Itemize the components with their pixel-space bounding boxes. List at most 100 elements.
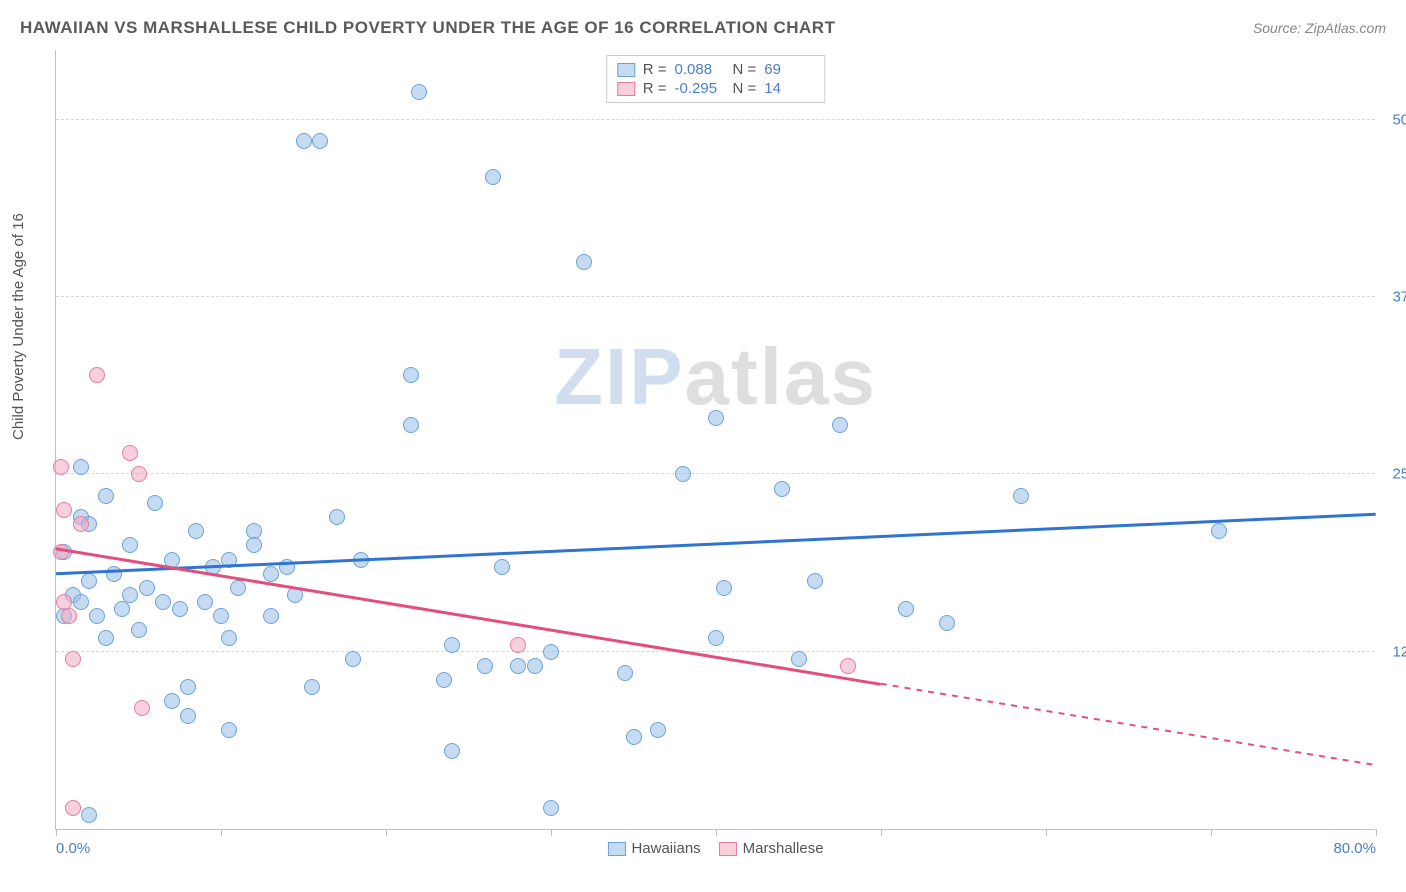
- y-tick-label: 37.5%: [1392, 289, 1406, 306]
- scatter-point: [180, 679, 196, 695]
- watermark-atlas: atlas: [685, 332, 877, 421]
- scatter-point: [147, 495, 163, 511]
- x-tick: [881, 829, 882, 836]
- scatter-point: [329, 509, 345, 525]
- x-tick-label: 80.0%: [1333, 840, 1376, 857]
- scatter-point: [180, 708, 196, 724]
- scatter-point: [807, 573, 823, 589]
- gridline-h: [56, 473, 1375, 474]
- scatter-point: [197, 594, 213, 610]
- scatter-point: [543, 800, 559, 816]
- scatter-point: [188, 523, 204, 539]
- scatter-point: [65, 651, 81, 667]
- scatter-point: [56, 502, 72, 518]
- stats-row: R =0.088N =69: [617, 60, 815, 79]
- scatter-point: [510, 637, 526, 653]
- scatter-point: [61, 608, 77, 624]
- y-tick-label: 50.0%: [1392, 111, 1406, 128]
- scatter-point: [131, 622, 147, 638]
- scatter-point: [436, 672, 452, 688]
- chart-title: HAWAIIAN VS MARSHALLESE CHILD POVERTY UN…: [20, 18, 835, 38]
- scatter-point: [114, 601, 130, 617]
- stat-n-value: 69: [764, 61, 814, 78]
- scatter-point: [345, 651, 361, 667]
- x-tick-label: 0.0%: [56, 840, 90, 857]
- scatter-point: [172, 601, 188, 617]
- scatter-plot-area: ZIPatlas R =0.088N =69R =-0.295N =14 Haw…: [55, 50, 1375, 830]
- bottom-legend: Hawaiians Marshallese: [607, 840, 823, 857]
- y-axis-label: Child Poverty Under the Age of 16: [10, 213, 27, 440]
- scatter-point: [246, 537, 262, 553]
- scatter-point: [106, 566, 122, 582]
- source-label: Source: ZipAtlas.com: [1253, 20, 1386, 36]
- scatter-point: [485, 169, 501, 185]
- legend-swatch: [719, 842, 737, 856]
- legend-item: Hawaiians: [607, 840, 700, 857]
- stat-n-label: N =: [733, 61, 757, 78]
- scatter-point: [510, 658, 526, 674]
- scatter-point: [312, 133, 328, 149]
- scatter-point: [675, 466, 691, 482]
- x-tick: [1211, 829, 1212, 836]
- y-tick-label: 12.5%: [1392, 643, 1406, 660]
- gridline-h: [56, 651, 1375, 652]
- scatter-point: [81, 573, 97, 589]
- watermark-zip: ZIP: [554, 332, 684, 421]
- trend-line: [881, 683, 1376, 766]
- scatter-point: [65, 800, 81, 816]
- scatter-point: [939, 615, 955, 631]
- y-tick-label: 25.0%: [1392, 466, 1406, 483]
- scatter-point: [263, 566, 279, 582]
- x-tick: [716, 829, 717, 836]
- scatter-point: [122, 537, 138, 553]
- stat-n-value: 14: [764, 80, 814, 97]
- scatter-point: [296, 133, 312, 149]
- scatter-point: [403, 367, 419, 383]
- scatter-point: [164, 693, 180, 709]
- scatter-point: [139, 580, 155, 596]
- scatter-point: [98, 630, 114, 646]
- scatter-point: [403, 417, 419, 433]
- scatter-point: [53, 459, 69, 475]
- scatter-point: [494, 559, 510, 575]
- x-tick: [1376, 829, 1377, 836]
- x-tick: [551, 829, 552, 836]
- scatter-point: [73, 594, 89, 610]
- stat-n-label: N =: [733, 80, 757, 97]
- scatter-point: [650, 722, 666, 738]
- legend-label: Marshallese: [743, 840, 824, 857]
- scatter-point: [527, 658, 543, 674]
- scatter-point: [221, 722, 237, 738]
- legend-swatch: [617, 82, 635, 96]
- legend-swatch: [617, 63, 635, 77]
- scatter-point: [221, 630, 237, 646]
- stat-r-value: 0.088: [675, 61, 725, 78]
- scatter-point: [213, 608, 229, 624]
- scatter-point: [708, 410, 724, 426]
- scatter-point: [122, 587, 138, 603]
- scatter-point: [411, 84, 427, 100]
- scatter-point: [73, 459, 89, 475]
- x-tick: [221, 829, 222, 836]
- scatter-point: [444, 743, 460, 759]
- legend-label: Hawaiians: [631, 840, 700, 857]
- scatter-point: [840, 658, 856, 674]
- scatter-point: [73, 516, 89, 532]
- stat-r-value: -0.295: [675, 80, 725, 97]
- scatter-point: [134, 700, 150, 716]
- x-tick: [56, 829, 57, 836]
- scatter-point: [576, 254, 592, 270]
- scatter-point: [263, 608, 279, 624]
- scatter-point: [832, 417, 848, 433]
- gridline-h: [56, 119, 1375, 120]
- scatter-point: [444, 637, 460, 653]
- x-tick: [1046, 829, 1047, 836]
- scatter-point: [1013, 488, 1029, 504]
- scatter-point: [81, 807, 97, 823]
- stats-legend-box: R =0.088N =69R =-0.295N =14: [606, 55, 826, 103]
- scatter-point: [304, 679, 320, 695]
- gridline-h: [56, 296, 1375, 297]
- scatter-point: [131, 466, 147, 482]
- x-tick: [386, 829, 387, 836]
- scatter-point: [89, 367, 105, 383]
